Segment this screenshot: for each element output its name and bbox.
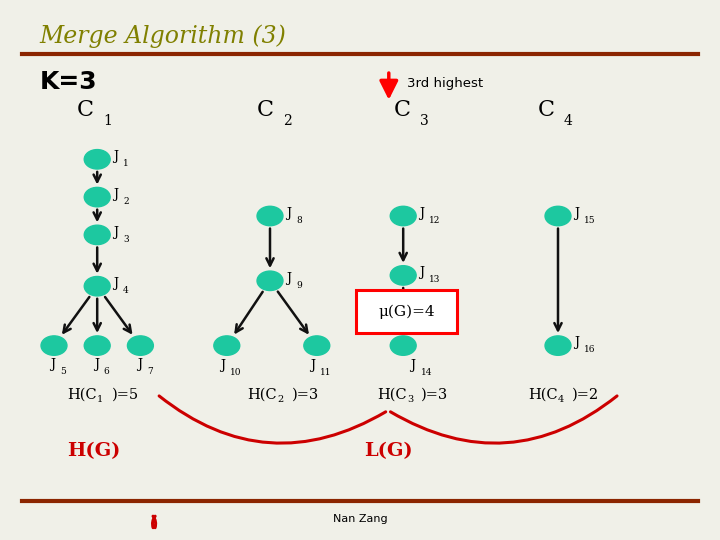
Text: J: J xyxy=(113,188,118,201)
Text: μ(G)=4: μ(G)=4 xyxy=(379,305,435,319)
Text: 1: 1 xyxy=(123,159,129,168)
Circle shape xyxy=(257,271,283,291)
Text: J: J xyxy=(574,336,579,349)
Text: C: C xyxy=(76,99,94,122)
Text: )=3: )=3 xyxy=(292,387,319,401)
Text: J: J xyxy=(113,277,118,290)
Text: 10: 10 xyxy=(230,368,241,377)
Text: 14: 14 xyxy=(420,368,432,377)
Text: 1: 1 xyxy=(103,114,112,128)
Text: C: C xyxy=(393,99,410,122)
Text: 8: 8 xyxy=(296,216,302,225)
Text: 3rd highest: 3rd highest xyxy=(407,77,483,90)
Text: )=5: )=5 xyxy=(112,387,139,401)
Text: H(C: H(C xyxy=(528,387,558,401)
Text: 16: 16 xyxy=(584,346,595,354)
Text: C: C xyxy=(537,99,554,122)
Text: J: J xyxy=(113,150,118,163)
Text: L(G): L(G) xyxy=(364,442,413,460)
Text: Merge Algorithm (3): Merge Algorithm (3) xyxy=(40,24,287,48)
Circle shape xyxy=(390,266,416,285)
Text: 9: 9 xyxy=(296,281,302,289)
Text: 3: 3 xyxy=(407,395,413,404)
Text: 3: 3 xyxy=(420,114,428,128)
Text: H(C: H(C xyxy=(377,387,407,401)
FancyBboxPatch shape xyxy=(356,290,457,333)
Text: 2: 2 xyxy=(123,197,129,206)
Text: 4: 4 xyxy=(558,395,564,404)
Text: 3: 3 xyxy=(123,235,129,244)
Circle shape xyxy=(214,336,240,355)
Text: 1: 1 xyxy=(97,395,104,404)
Text: 15: 15 xyxy=(584,216,595,225)
Text: J: J xyxy=(220,359,225,372)
Text: J: J xyxy=(410,359,415,372)
Text: J: J xyxy=(310,359,315,372)
Circle shape xyxy=(257,206,283,226)
Text: )=2: )=2 xyxy=(572,387,600,401)
Text: 2: 2 xyxy=(283,114,292,128)
Text: 13: 13 xyxy=(429,275,441,284)
Text: H(C: H(C xyxy=(248,387,277,401)
Circle shape xyxy=(84,276,110,296)
Circle shape xyxy=(545,336,571,355)
Text: 4: 4 xyxy=(123,286,129,295)
Text: J: J xyxy=(419,207,424,220)
Circle shape xyxy=(304,336,330,355)
Circle shape xyxy=(390,206,416,226)
Circle shape xyxy=(390,336,416,355)
Text: J: J xyxy=(50,358,55,371)
Text: J: J xyxy=(286,272,291,285)
Text: C: C xyxy=(256,99,274,122)
Text: 6: 6 xyxy=(104,367,109,376)
Circle shape xyxy=(84,225,110,245)
Text: H(C: H(C xyxy=(68,387,97,401)
Text: H(G): H(G) xyxy=(67,442,120,460)
Text: 5: 5 xyxy=(60,367,66,376)
Text: 11: 11 xyxy=(320,368,331,377)
Text: 2: 2 xyxy=(277,395,284,404)
Text: )=3: )=3 xyxy=(421,387,449,401)
Text: J: J xyxy=(113,226,118,239)
Text: 4: 4 xyxy=(564,114,572,128)
Text: J: J xyxy=(286,207,291,220)
Text: J: J xyxy=(94,358,99,371)
Text: J: J xyxy=(137,358,142,371)
Circle shape xyxy=(84,187,110,207)
Circle shape xyxy=(545,206,571,226)
Text: J: J xyxy=(574,207,579,220)
Circle shape xyxy=(84,336,110,355)
Text: Nan Zang: Nan Zang xyxy=(333,515,387,524)
Circle shape xyxy=(127,336,153,355)
Text: J: J xyxy=(419,266,424,279)
Text: 12: 12 xyxy=(429,216,441,225)
Circle shape xyxy=(41,336,67,355)
Circle shape xyxy=(84,150,110,169)
Text: 7: 7 xyxy=(147,367,153,376)
Text: K=3: K=3 xyxy=(40,70,97,94)
